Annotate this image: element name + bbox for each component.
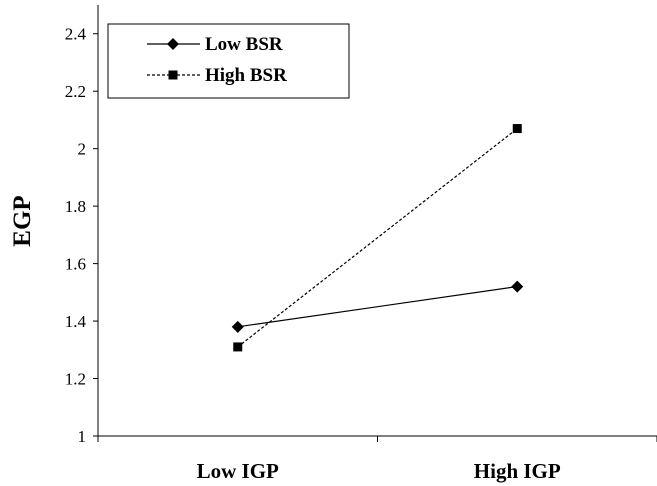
x-tick-label: High IGP — [474, 459, 561, 483]
series-line — [238, 287, 518, 327]
y-tick-label: 1.4 — [65, 312, 87, 331]
legend: Low BSR High BSR — [108, 24, 349, 98]
y-tick-label: 2.2 — [65, 82, 86, 101]
y-tick-label: 1 — [78, 427, 87, 446]
legend-label: Low BSR — [205, 34, 283, 55]
series-layer — [232, 124, 524, 351]
data-point — [511, 281, 523, 293]
y-tick-label: 2 — [78, 140, 87, 159]
data-point — [513, 124, 522, 133]
y-tick-label: 1.2 — [65, 370, 86, 389]
y-ticks: 1 1.2 1.4 1.6 1.8 2 2.2 2.4 — [65, 25, 98, 446]
legend-marker — [169, 71, 178, 80]
series-low-bsr — [232, 281, 524, 333]
y-tick-label: 2.4 — [65, 25, 87, 44]
series-line — [238, 129, 518, 347]
data-point — [232, 321, 244, 333]
y-axis-label: EGP — [9, 195, 36, 246]
legend-label: High BSR — [205, 65, 287, 86]
data-point — [233, 342, 242, 351]
y-tick-label: 1.8 — [65, 197, 86, 216]
y-tick-label: 1.6 — [65, 255, 86, 274]
series-high-bsr — [233, 124, 522, 351]
x-tick-label: Low IGP — [197, 459, 279, 483]
x-ticks: Low IGP High IGP — [98, 436, 657, 483]
